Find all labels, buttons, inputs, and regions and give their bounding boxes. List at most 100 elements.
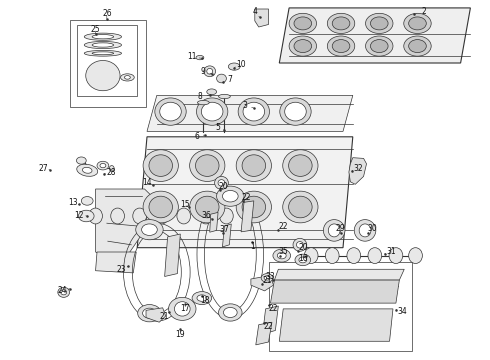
Ellipse shape (78, 210, 94, 222)
Text: 20: 20 (218, 182, 228, 191)
Ellipse shape (109, 166, 114, 171)
Ellipse shape (89, 208, 102, 224)
Ellipse shape (289, 13, 317, 33)
Ellipse shape (289, 36, 317, 56)
Polygon shape (263, 306, 278, 334)
Text: 24: 24 (58, 287, 68, 295)
Polygon shape (255, 9, 269, 27)
Ellipse shape (149, 155, 172, 176)
Ellipse shape (332, 40, 350, 53)
Ellipse shape (196, 155, 219, 176)
Text: 21: 21 (159, 311, 169, 320)
Ellipse shape (368, 248, 382, 264)
Text: 16: 16 (298, 254, 308, 263)
Ellipse shape (196, 55, 204, 60)
Ellipse shape (197, 295, 207, 301)
Polygon shape (279, 309, 393, 341)
Text: 25: 25 (91, 25, 100, 34)
Ellipse shape (199, 208, 213, 224)
Text: 36: 36 (202, 211, 212, 220)
Ellipse shape (138, 305, 161, 322)
Ellipse shape (174, 302, 190, 316)
Polygon shape (137, 137, 353, 248)
Ellipse shape (81, 197, 93, 205)
Ellipse shape (169, 297, 196, 320)
Ellipse shape (217, 186, 244, 206)
Text: 26: 26 (102, 9, 112, 18)
Text: 29: 29 (336, 224, 345, 233)
Ellipse shape (264, 276, 270, 280)
Polygon shape (147, 95, 353, 131)
Polygon shape (96, 252, 136, 273)
Polygon shape (96, 189, 152, 259)
Text: 19: 19 (175, 330, 185, 338)
Text: 20: 20 (298, 243, 308, 252)
Ellipse shape (82, 167, 92, 173)
Text: 23: 23 (117, 265, 126, 274)
Ellipse shape (243, 102, 265, 121)
Text: 27: 27 (38, 164, 48, 173)
Ellipse shape (404, 13, 431, 33)
Ellipse shape (289, 155, 312, 176)
Text: 18: 18 (200, 296, 210, 305)
Ellipse shape (242, 196, 266, 218)
Ellipse shape (136, 220, 163, 240)
Ellipse shape (84, 41, 122, 49)
Text: 6: 6 (195, 132, 199, 140)
Ellipse shape (142, 224, 157, 235)
Polygon shape (210, 212, 218, 232)
Polygon shape (256, 322, 272, 345)
Bar (70, 20, 146, 107)
Ellipse shape (294, 17, 312, 30)
Text: 22: 22 (264, 323, 273, 331)
Text: 14: 14 (142, 178, 152, 187)
Text: 2: 2 (421, 7, 426, 16)
Ellipse shape (92, 35, 114, 39)
Polygon shape (222, 224, 231, 247)
Text: 17: 17 (180, 304, 190, 313)
Ellipse shape (285, 102, 306, 121)
Text: 3: 3 (243, 100, 247, 109)
Ellipse shape (283, 150, 318, 181)
Ellipse shape (404, 36, 431, 56)
Ellipse shape (143, 191, 178, 223)
Ellipse shape (155, 98, 186, 125)
Ellipse shape (294, 40, 312, 53)
Text: 7: 7 (227, 76, 232, 85)
Ellipse shape (238, 98, 270, 125)
Ellipse shape (296, 242, 303, 248)
Ellipse shape (76, 157, 86, 164)
Polygon shape (274, 269, 404, 280)
Ellipse shape (220, 208, 233, 224)
Polygon shape (146, 308, 166, 322)
Text: 1: 1 (250, 242, 255, 251)
Polygon shape (279, 8, 470, 63)
Ellipse shape (143, 150, 178, 181)
Ellipse shape (295, 254, 311, 266)
Ellipse shape (177, 208, 191, 224)
Ellipse shape (242, 155, 266, 176)
Text: 34: 34 (398, 307, 408, 316)
Ellipse shape (236, 191, 271, 223)
Ellipse shape (323, 220, 345, 241)
Ellipse shape (92, 43, 114, 47)
Ellipse shape (84, 50, 122, 56)
Text: 13: 13 (68, 198, 77, 207)
Text: 32: 32 (354, 164, 364, 173)
Ellipse shape (277, 252, 286, 259)
Ellipse shape (289, 196, 312, 218)
Ellipse shape (409, 248, 422, 264)
Polygon shape (165, 234, 180, 276)
Ellipse shape (327, 36, 355, 56)
Ellipse shape (366, 13, 393, 33)
Ellipse shape (219, 94, 230, 99)
Ellipse shape (86, 60, 120, 91)
Ellipse shape (111, 208, 124, 224)
Ellipse shape (204, 66, 216, 77)
Text: 28: 28 (107, 167, 117, 176)
Ellipse shape (228, 63, 240, 70)
Text: 10: 10 (236, 59, 246, 68)
Ellipse shape (299, 257, 307, 263)
Ellipse shape (124, 76, 130, 79)
Ellipse shape (207, 89, 217, 95)
